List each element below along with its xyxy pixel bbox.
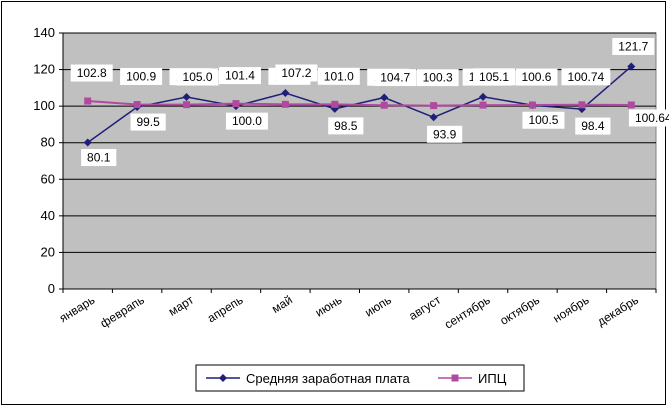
data-label: 98.4 — [581, 119, 605, 133]
x-tick-label: август — [406, 292, 443, 323]
y-tick-label: 80 — [41, 135, 55, 150]
data-point — [331, 100, 339, 108]
data-label-box — [612, 37, 655, 55]
data-label-box — [81, 149, 117, 167]
y-tick-label: 100 — [33, 98, 55, 113]
x-tick-label: март — [166, 292, 197, 318]
x-tick-label: июнь — [313, 293, 345, 320]
data-point — [479, 92, 488, 101]
data-label: 100.6 — [521, 70, 551, 84]
series-line — [87, 100, 632, 107]
data-label: 100.5 — [528, 113, 558, 127]
data-point — [578, 101, 586, 109]
x-tick-label: сентябрь — [442, 293, 493, 332]
data-point — [528, 101, 536, 109]
data-label-box — [275, 64, 318, 82]
data-label: 105.0 — [183, 70, 213, 84]
y-tick-label: 40 — [41, 208, 55, 223]
data-point — [380, 101, 388, 109]
data-label-box — [575, 117, 611, 135]
x-tick-label: май — [269, 293, 295, 316]
data-label-box — [120, 67, 163, 85]
data-label: 121.7 — [618, 39, 648, 53]
x-tick-label: январь — [57, 293, 97, 326]
data-label-box — [218, 67, 261, 85]
legend-label: Средняя заработная плата — [246, 371, 410, 386]
data-label: 80.1 — [87, 151, 111, 165]
x-tick-label: апрепь — [205, 293, 246, 326]
y-tick-label: 60 — [41, 171, 55, 186]
data-label: 93.9 — [433, 127, 457, 141]
data-label: 105.1 — [479, 70, 509, 84]
data-point — [84, 97, 92, 105]
data-label-box — [317, 67, 360, 85]
data-point — [281, 88, 290, 97]
x-tick-label: ноябрь — [550, 293, 591, 326]
data-point — [182, 93, 191, 101]
x-tick-label: июпь — [362, 293, 394, 320]
data-label: 100.9 — [126, 69, 156, 83]
data-label-box — [225, 112, 268, 130]
data-point — [83, 138, 92, 147]
data-label: 104.7 — [380, 71, 410, 85]
data-point — [627, 62, 636, 71]
x-tick-label: декабрь — [595, 293, 641, 329]
data-point — [380, 93, 389, 102]
data-label: 100.3 — [423, 71, 453, 85]
data-label-box — [473, 68, 516, 86]
data-label: 102.8 — [77, 66, 107, 80]
data-label-box — [328, 117, 364, 135]
data-point — [183, 101, 191, 109]
data-label-box — [561, 68, 611, 86]
x-tick-label: феврапь — [98, 293, 147, 331]
legend-marker — [219, 374, 227, 382]
x-tick-label: октябрь — [497, 293, 542, 328]
data-label: 99.5 — [136, 115, 160, 129]
data-label-box — [522, 111, 565, 129]
y-tick-label: 120 — [33, 62, 55, 77]
data-label: 100.0 — [232, 114, 262, 128]
data-label: 100.64 — [635, 111, 669, 125]
legend-marker — [451, 374, 459, 382]
data-point — [430, 102, 438, 110]
data-label-box — [515, 68, 558, 86]
data-label: 98.5 — [334, 119, 358, 133]
data-label-box — [427, 125, 463, 143]
data-label-box — [416, 69, 459, 87]
data-label: 107.2 — [281, 66, 311, 80]
data-point — [479, 101, 487, 109]
y-tick-label: 140 — [33, 25, 55, 40]
data-label-box — [176, 68, 219, 86]
data-label-box — [374, 69, 417, 87]
data-point — [429, 113, 438, 122]
legend-label: ИПЦ — [478, 371, 507, 386]
y-tick-label: 20 — [41, 244, 55, 259]
data-label-box — [628, 109, 669, 127]
data-point — [133, 100, 141, 108]
data-label-box — [70, 64, 113, 82]
data-point — [281, 100, 289, 108]
y-tick-label: 0 — [48, 281, 55, 296]
data-point — [232, 100, 240, 108]
data-label: 101.4 — [225, 69, 255, 83]
data-label: 101.0 — [324, 69, 354, 83]
data-label: 100.74 — [568, 70, 605, 84]
data-point — [627, 101, 635, 109]
data-label-box — [130, 113, 166, 131]
